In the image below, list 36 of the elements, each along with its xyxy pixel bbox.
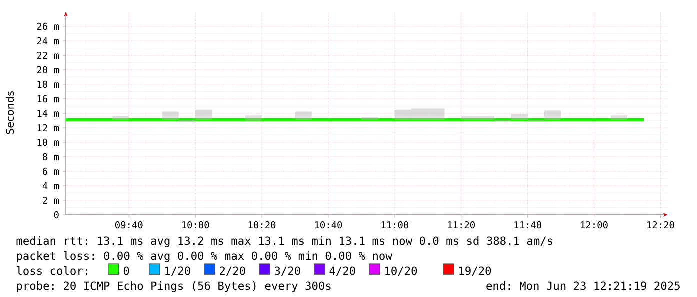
y-tick-label: 12 m <box>38 124 60 132</box>
text: loss color: <box>17 266 88 276</box>
text: 2/20 <box>220 266 246 276</box>
y-tick-label: 10 m <box>38 138 60 146</box>
x-tick-label: 11:20 <box>448 222 475 229</box>
y-tick-label: 8 m <box>42 153 60 161</box>
text: packet loss: 0.00 % avg 0.00 % max 0.00 % min 0.00 % now <box>17 251 392 262</box>
text: 0 <box>124 266 130 276</box>
x-tick-label: 10:40 <box>315 222 342 229</box>
y-tick-label: 16 m <box>38 95 60 103</box>
y-tick-label: 2 m <box>43 196 60 204</box>
y-tick-label: 4 m <box>42 182 60 190</box>
x-tick-label: 12:20 <box>648 222 674 229</box>
y-tick-label: 0 <box>54 211 59 219</box>
text: median rtt: 13.1 ms avg 13.2 ms max 13.1 ms min 13.1 ms now 0.0 ms sd 388.1 am/s <box>16 236 552 248</box>
x-tick-label: 11:00 <box>382 222 409 229</box>
y-tick-label: 18 m <box>38 80 60 88</box>
text: probe: 20 ICMP Echo Pings (56 Bytes) every 300s <box>17 282 331 292</box>
text: 3/20 <box>274 266 300 276</box>
text: 1/20 <box>166 266 190 276</box>
x-tick-label: 10:00 <box>182 222 210 229</box>
text: end: Mon Jun 23 12:21:19 2025 <box>486 282 680 290</box>
y-axis-title: Seconds <box>6 92 14 134</box>
x-tick-label: 12:00 <box>581 222 608 229</box>
text: 10/20 <box>386 266 418 276</box>
y-tick-label: 22 m <box>37 52 60 60</box>
y-tick-label: 26 m <box>37 22 60 30</box>
text: 4/20 <box>330 266 356 276</box>
text: 19/20 <box>460 266 492 276</box>
x-tick-label: 10:20 <box>248 222 276 229</box>
x-tick-label: 11:40 <box>514 222 542 229</box>
y-tick-label: 14 m <box>38 110 60 117</box>
x-tick-label: 09:40 <box>115 222 143 229</box>
y-tick-label: 24 m <box>37 37 60 45</box>
y-tick-label: 20 m <box>37 66 60 74</box>
y-tick-label: 6 m <box>42 168 60 176</box>
